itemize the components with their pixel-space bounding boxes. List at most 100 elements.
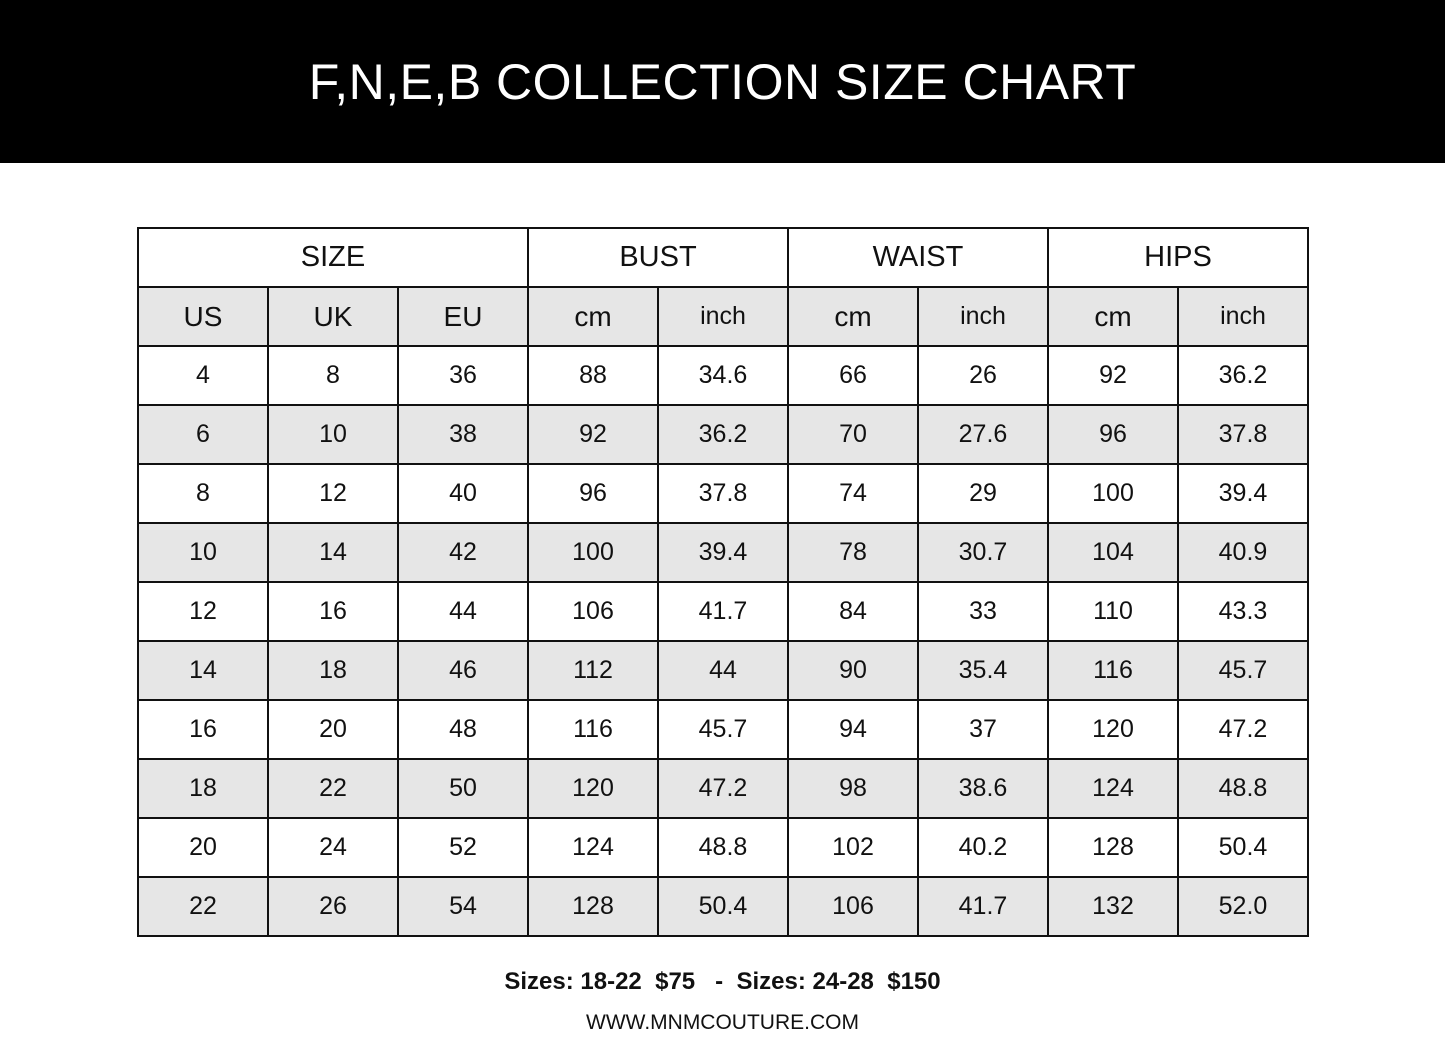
table-cell: 39.4 <box>1177 463 1309 524</box>
table-cell: 37.8 <box>657 463 789 524</box>
table-cell: 33 <box>917 581 1049 642</box>
table-cell: 14 <box>267 522 399 583</box>
table-cell: 88 <box>527 345 659 406</box>
table-cell: 52 <box>397 817 529 878</box>
table-cell: 44 <box>657 640 789 701</box>
website-link: WWW.MNMCOUTURE.COM <box>586 1011 859 1034</box>
table-cell: 104 <box>1047 522 1179 583</box>
title-banner: F,N,E,B COLLECTION SIZE CHART <box>0 0 1445 163</box>
column-header: UK <box>267 286 399 347</box>
group-hips: HIPS <box>1047 227 1309 288</box>
page-title: F,N,E,B COLLECTION SIZE CHART <box>308 53 1137 110</box>
table-cell: 10 <box>267 404 399 465</box>
table-cell: 47.2 <box>1177 699 1309 760</box>
table-cell: 12 <box>137 581 269 642</box>
table-cell: 45.7 <box>1177 640 1309 701</box>
table-cell: 100 <box>527 522 659 583</box>
table-row: 16 20 48 116 45.7 94 37 120 47.2 <box>137 699 1309 760</box>
table-cell: 98 <box>787 758 919 819</box>
table-row: 12 16 44 106 41.7 84 33 110 43.3 <box>137 581 1309 642</box>
table-cell: 92 <box>1047 345 1179 406</box>
table-cell: 34.6 <box>657 345 789 406</box>
table-row: 14 18 46 112 44 90 35.4 116 45.7 <box>137 640 1309 701</box>
column-header: inch <box>657 286 789 347</box>
table-cell: 50.4 <box>1177 817 1309 878</box>
column-header: US <box>137 286 269 347</box>
table-cell: 20 <box>267 699 399 760</box>
table-cell: 48 <box>397 699 529 760</box>
table-cell: 22 <box>267 758 399 819</box>
table-cell: 92 <box>527 404 659 465</box>
table-cell: 26 <box>267 876 399 937</box>
table-cell: 50 <box>397 758 529 819</box>
table-cell: 124 <box>1047 758 1179 819</box>
table-cell: 106 <box>527 581 659 642</box>
table-cell: 18 <box>267 640 399 701</box>
table-cell: 128 <box>1047 817 1179 878</box>
table-cell: 38.6 <box>917 758 1049 819</box>
table-cell: 20 <box>137 817 269 878</box>
table-cell: 47.2 <box>657 758 789 819</box>
table-cell: 66 <box>787 345 919 406</box>
table-cell: 4 <box>137 345 269 406</box>
table-cell: 124 <box>527 817 659 878</box>
pricing-note: Sizes: 18-22 $75 - Sizes: 24-28 $150 <box>504 968 941 995</box>
subheader-row: US UK EU cm inch cm inch cm inch <box>137 286 1309 347</box>
table-cell: 84 <box>787 581 919 642</box>
table-cell: 70 <box>787 404 919 465</box>
table-cell: 41.7 <box>657 581 789 642</box>
table-cell: 37.8 <box>1177 404 1309 465</box>
table-cell: 39.4 <box>657 522 789 583</box>
group-header-row: SIZE BUST WAIST HIPS <box>137 227 1309 288</box>
table-cell: 40 <box>397 463 529 524</box>
table-cell: 29 <box>917 463 1049 524</box>
table-cell: 106 <box>787 876 919 937</box>
table-cell: 26 <box>917 345 1049 406</box>
table-cell: 12 <box>267 463 399 524</box>
table-cell: 48.8 <box>1177 758 1309 819</box>
column-header: cm <box>787 286 919 347</box>
table-cell: 52.0 <box>1177 876 1309 937</box>
table-cell: 30.7 <box>917 522 1049 583</box>
table-cell: 50.4 <box>657 876 789 937</box>
table-cell: 36.2 <box>1177 345 1309 406</box>
table-cell: 8 <box>137 463 269 524</box>
table-row: 6 10 38 92 36.2 70 27.6 96 37.8 <box>137 404 1309 465</box>
table-cell: 22 <box>137 876 269 937</box>
table-row: 18 22 50 120 47.2 98 38.6 124 48.8 <box>137 758 1309 819</box>
table-cell: 36 <box>397 345 529 406</box>
table-cell: 18 <box>137 758 269 819</box>
table-cell: 6 <box>137 404 269 465</box>
table-cell: 96 <box>1047 404 1179 465</box>
table-cell: 41.7 <box>917 876 1049 937</box>
table-cell: 116 <box>1047 640 1179 701</box>
table-cell: 110 <box>1047 581 1179 642</box>
table-cell: 36.2 <box>657 404 789 465</box>
table-row: 22 26 54 128 50.4 106 41.7 132 52.0 <box>137 876 1309 937</box>
table-cell: 120 <box>527 758 659 819</box>
group-bust: BUST <box>527 227 789 288</box>
table-cell: 27.6 <box>917 404 1049 465</box>
table-row: 4 8 36 88 34.6 66 26 92 36.2 <box>137 345 1309 406</box>
table-cell: 116 <box>527 699 659 760</box>
table-cell: 78 <box>787 522 919 583</box>
table-cell: 42 <box>397 522 529 583</box>
table-cell: 10 <box>137 522 269 583</box>
table-row: 10 14 42 100 39.4 78 30.7 104 40.9 <box>137 522 1309 583</box>
size-chart-table: SIZE BUST WAIST HIPS US UK EU cm inch cm inch c… <box>137 227 1309 937</box>
table-cell: 40.2 <box>917 817 1049 878</box>
table-cell: 24 <box>267 817 399 878</box>
table-cell: 94 <box>787 699 919 760</box>
table-cell: 16 <box>137 699 269 760</box>
column-header: EU <box>397 286 529 347</box>
group-waist: WAIST <box>787 227 1049 288</box>
table-cell: 37 <box>917 699 1049 760</box>
table-cell: 102 <box>787 817 919 878</box>
table-cell: 40.9 <box>1177 522 1309 583</box>
table-cell: 16 <box>267 581 399 642</box>
table-row: 8 12 40 96 37.8 74 29 100 39.4 <box>137 463 1309 524</box>
table-cell: 38 <box>397 404 529 465</box>
column-header: inch <box>917 286 1049 347</box>
table-cell: 14 <box>137 640 269 701</box>
column-header: cm <box>1047 286 1179 347</box>
